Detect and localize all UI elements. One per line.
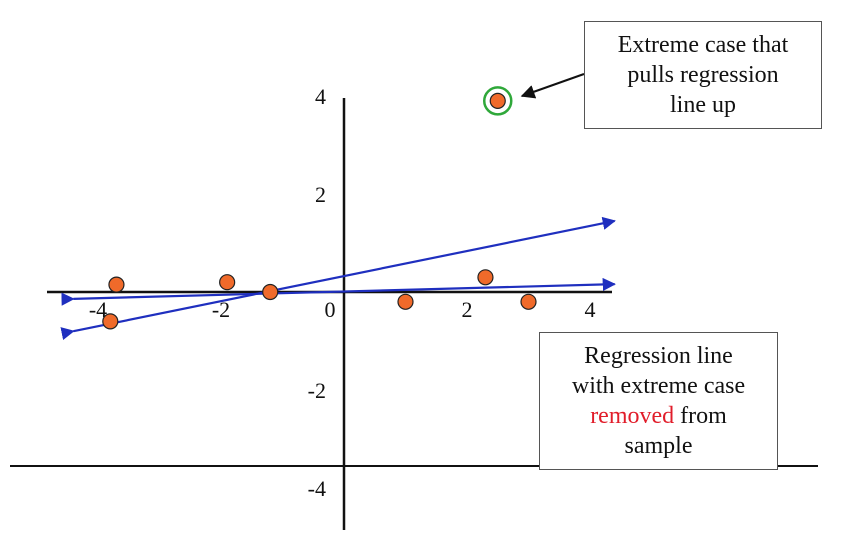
extreme-point-highlight-ring bbox=[483, 86, 513, 116]
data-points bbox=[102, 86, 537, 330]
data-point bbox=[219, 274, 236, 291]
y-tick-label: -4 bbox=[308, 476, 326, 501]
x-tick-label: 0 bbox=[325, 297, 336, 322]
extreme-callout-line-3: line up bbox=[670, 92, 736, 118]
data-point bbox=[108, 276, 125, 293]
callout-pointer-arrow bbox=[520, 73, 585, 99]
removed-case-callout: Regression line with extreme case remove… bbox=[539, 332, 778, 470]
x-tick-label: 4 bbox=[585, 297, 596, 322]
removed-word: removed bbox=[590, 403, 675, 429]
removed-callout-line-2: with extreme case bbox=[571, 373, 746, 399]
extreme-callout-line-2: pulls regression bbox=[627, 62, 779, 88]
x-tick-label: 2 bbox=[462, 297, 473, 322]
data-point bbox=[262, 283, 279, 301]
data-point bbox=[520, 293, 537, 310]
data-point bbox=[477, 269, 494, 286]
y-tick-label: -2 bbox=[308, 378, 326, 403]
removed-callout-line-1: Regression line bbox=[584, 343, 733, 369]
regression-line bbox=[61, 277, 616, 306]
extreme-callout-line-1: Extreme case that bbox=[617, 32, 789, 58]
regression-lines bbox=[60, 216, 616, 341]
data-point bbox=[397, 293, 414, 310]
extreme-case-callout: Extreme case that pulls regression line … bbox=[584, 21, 822, 129]
regression-line bbox=[60, 216, 616, 341]
removed-callout-line-3: removed from bbox=[540, 401, 777, 431]
removed-callout-line-4: sample bbox=[624, 433, 693, 459]
y-tick-label: 4 bbox=[315, 84, 326, 109]
extreme-data-point bbox=[489, 92, 506, 110]
data-point bbox=[102, 313, 119, 330]
y-tick-label: 2 bbox=[315, 182, 326, 207]
removed-callout-line-3-rest: from bbox=[674, 403, 727, 429]
